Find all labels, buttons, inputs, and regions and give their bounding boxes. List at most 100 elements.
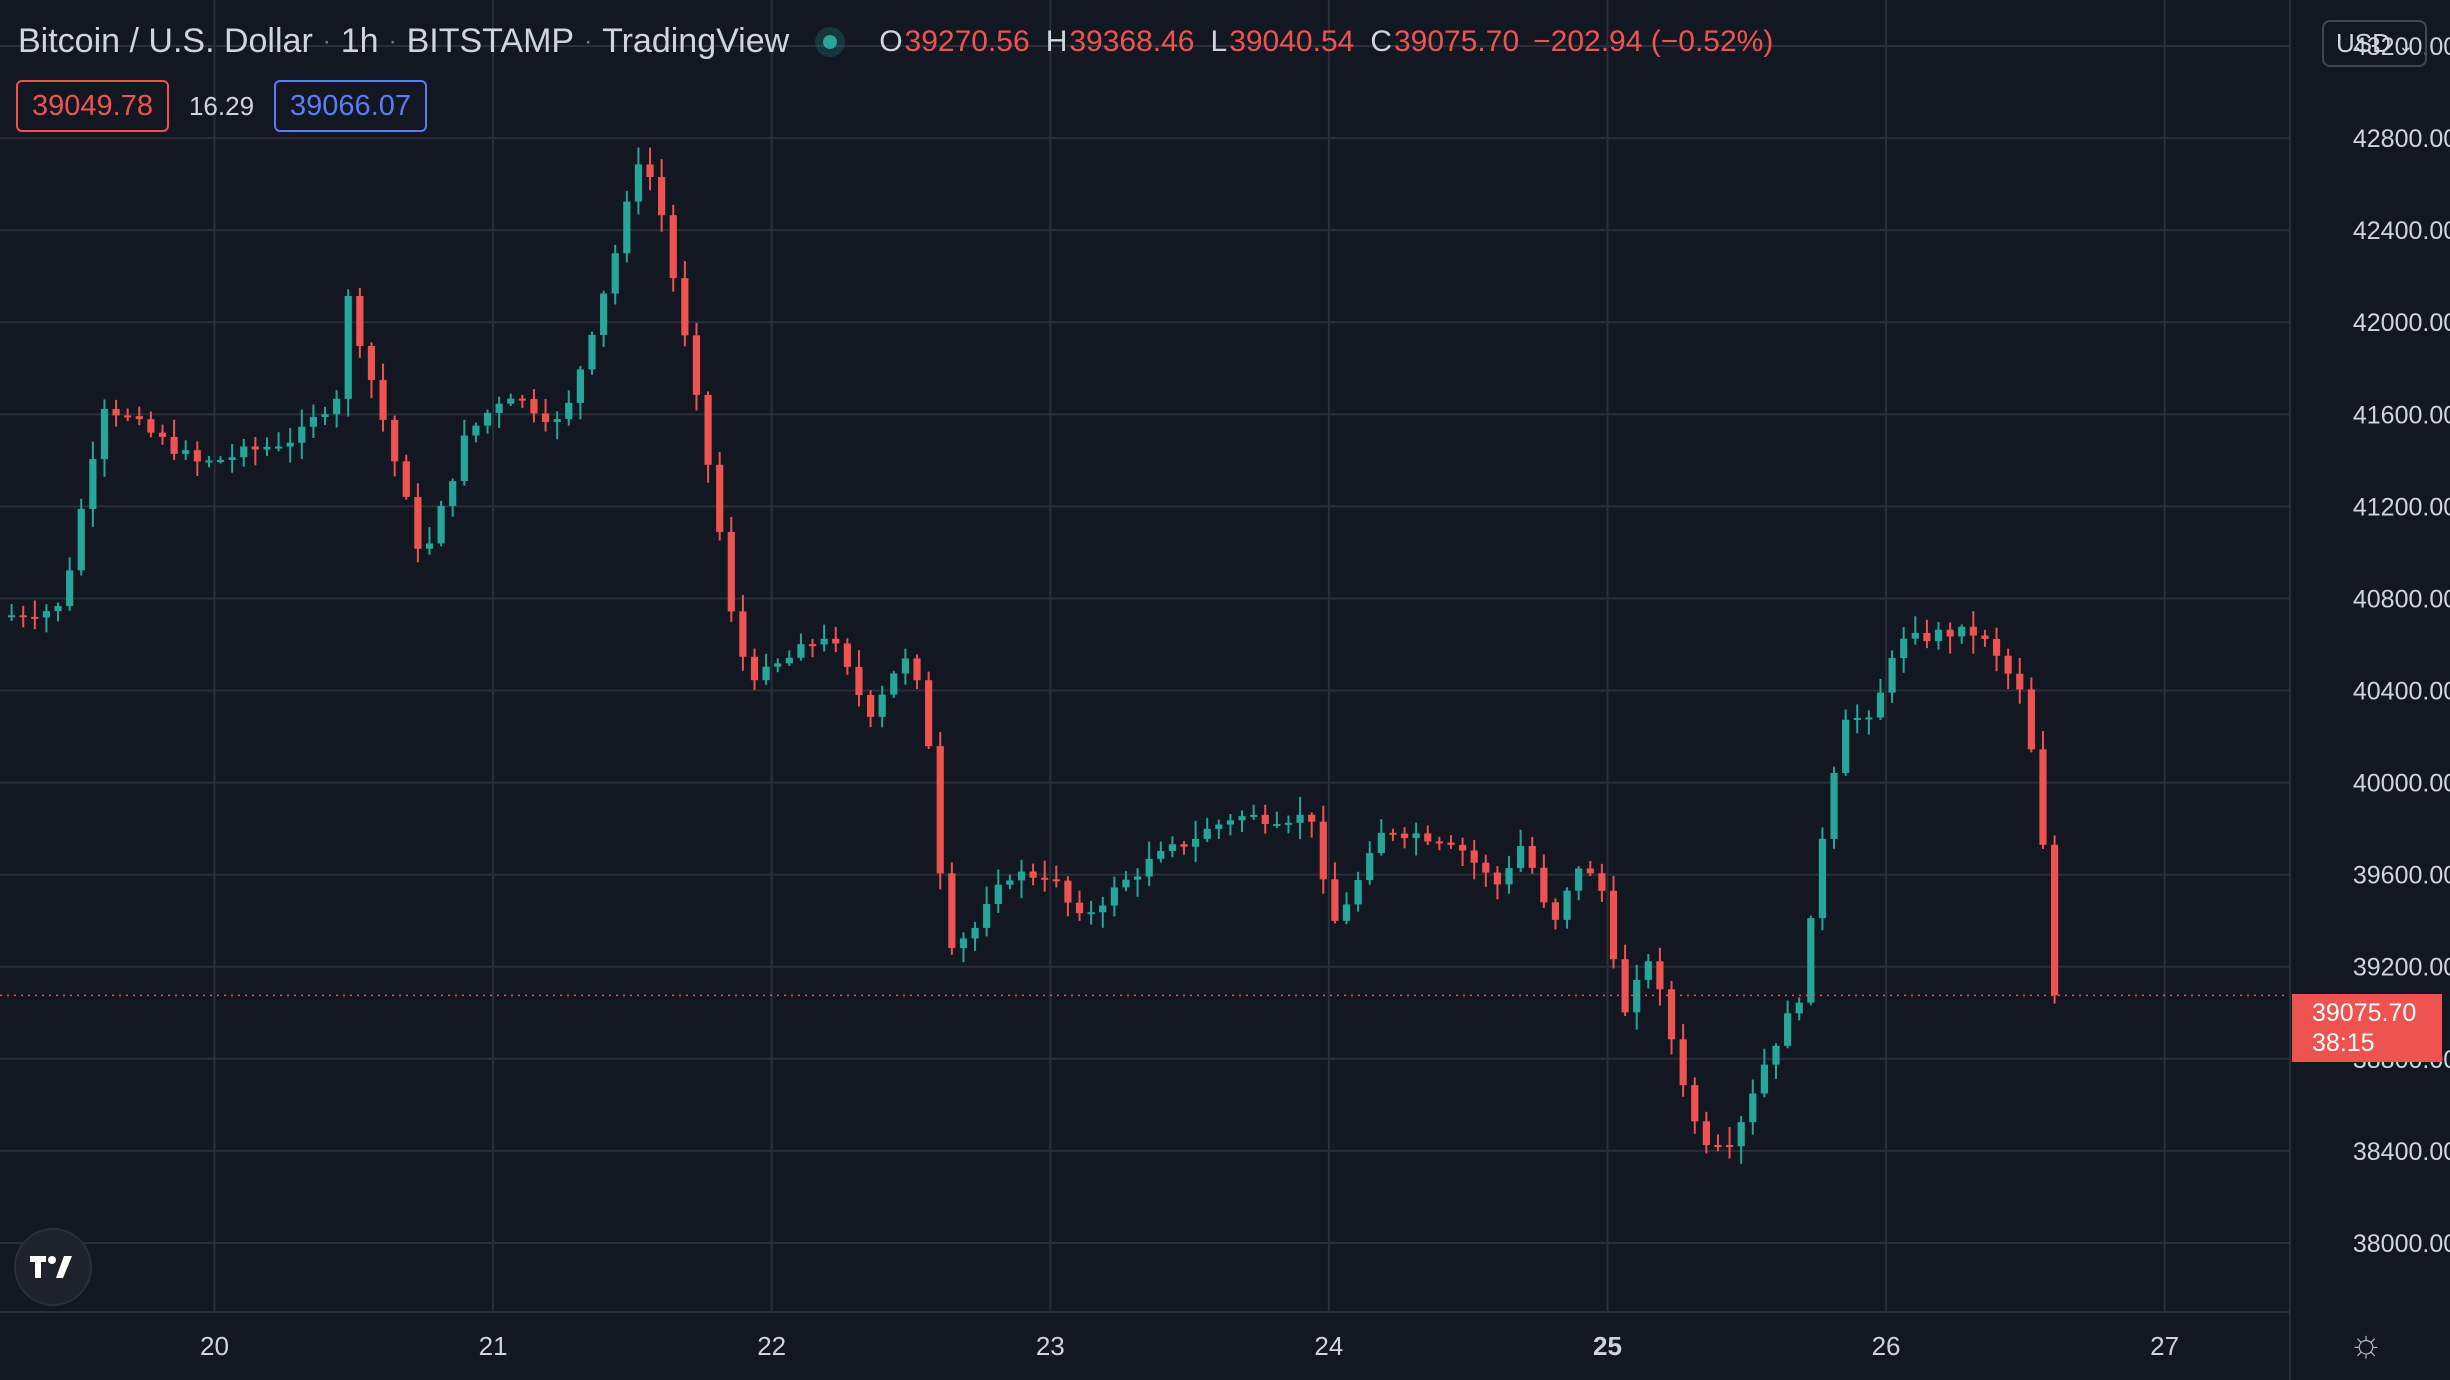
candle-body [808,644,817,647]
candle [646,147,654,191]
candle-body [1192,838,1200,847]
candle [1412,822,1420,856]
candle [344,289,352,417]
candle-body [820,638,828,645]
sell-price-button[interactable]: 39049.78 [16,80,169,132]
candle-body [66,570,74,606]
candle [460,419,468,486]
candle-body [692,335,701,395]
candle [1377,819,1385,856]
candle [1389,828,1397,842]
candle [739,594,747,671]
candle-body [1308,814,1316,822]
candle [1598,863,1606,902]
candle-body [994,884,1002,904]
candle-body [1331,879,1339,921]
candle-body [228,457,236,460]
candle-body [774,663,782,667]
candle-body [402,461,410,497]
candle-body [576,369,584,403]
candle [634,147,643,215]
x-tick-label: 24 [1314,1331,1343,1361]
candle [1575,866,1583,901]
candle [1517,829,1525,873]
time-axis[interactable]: 20 21 22 23 24 25 26 27 [200,1331,2179,1361]
candle-body [1238,816,1246,821]
candle-body [77,508,85,571]
candle-body [1435,841,1443,844]
currency-button[interactable]: USD ⌄ [2322,20,2428,67]
candle-body [1923,632,1931,642]
candle-body [971,927,979,939]
low-value: 39040.54 [1229,24,1355,58]
candle-body [1424,833,1432,842]
candle [1528,836,1536,874]
candle-body [2039,749,2047,845]
low-label: L [1210,24,1228,58]
candle-body [1261,814,1269,825]
candle [692,322,701,411]
candle [553,411,561,440]
candle [507,393,515,407]
candle-body [1911,632,1919,639]
price-axis[interactable]: 43200.00 42800.00 42400.00 42000.00 41600.00… [2353,33,2450,1258]
buy-price-button[interactable]: 39066.07 [274,80,428,132]
candle-body [1157,850,1165,859]
market-open-dot-icon[interactable] [823,34,838,49]
candle [1052,865,1060,888]
candle-body [1041,877,1049,880]
candle [1122,871,1130,892]
candle-body [750,656,759,681]
candle [402,454,410,500]
candle-body [797,644,805,658]
candle [77,498,85,576]
candle [228,443,236,473]
separator-dot: · [584,27,593,55]
x-tick-label: 23 [1036,1331,1065,1361]
candle [437,500,445,547]
candle-body [1284,822,1293,825]
candle-body [1609,890,1618,960]
candle-body [19,615,27,618]
candle [274,432,283,452]
settings-gear-icon[interactable]: ☼ [2348,1323,2384,1365]
candle [774,658,782,673]
candle [1168,836,1176,858]
candle [1853,704,1861,734]
candle-body [1122,879,1130,888]
candle [1296,796,1304,840]
high-label: H [1045,24,1068,58]
candle [298,409,306,459]
interval-label[interactable]: 1h [340,22,379,60]
candle [1737,1115,1745,1164]
candle-body [124,415,132,418]
candle [1784,1000,1792,1049]
candle-body [623,201,631,254]
candle-body [205,460,213,463]
candle [623,190,631,263]
candle [472,422,480,443]
candle [530,389,538,423]
tradingview-logo-icon[interactable] [14,1228,92,1306]
candle-body [251,446,259,450]
candle-body [1226,820,1235,825]
y-tick-label: 38000.00 [2353,1230,2450,1258]
candle [1958,624,1966,644]
candle-body [1702,1121,1710,1146]
candle [1795,997,1803,1021]
candle-body [901,658,910,674]
symbol-title[interactable]: Bitcoin / U.S. Dollar [18,22,313,60]
candle [797,633,805,661]
candle [170,419,178,461]
close-label: C [1370,24,1392,58]
candle-body [1749,1093,1757,1123]
candle-body [333,398,341,415]
candle-body [1679,1039,1687,1086]
candle [333,390,341,428]
candle-body [1099,905,1107,913]
candle-body [1377,832,1385,854]
candle [2050,835,2059,1004]
candle-body [1853,718,1861,721]
candle-body [704,394,712,465]
